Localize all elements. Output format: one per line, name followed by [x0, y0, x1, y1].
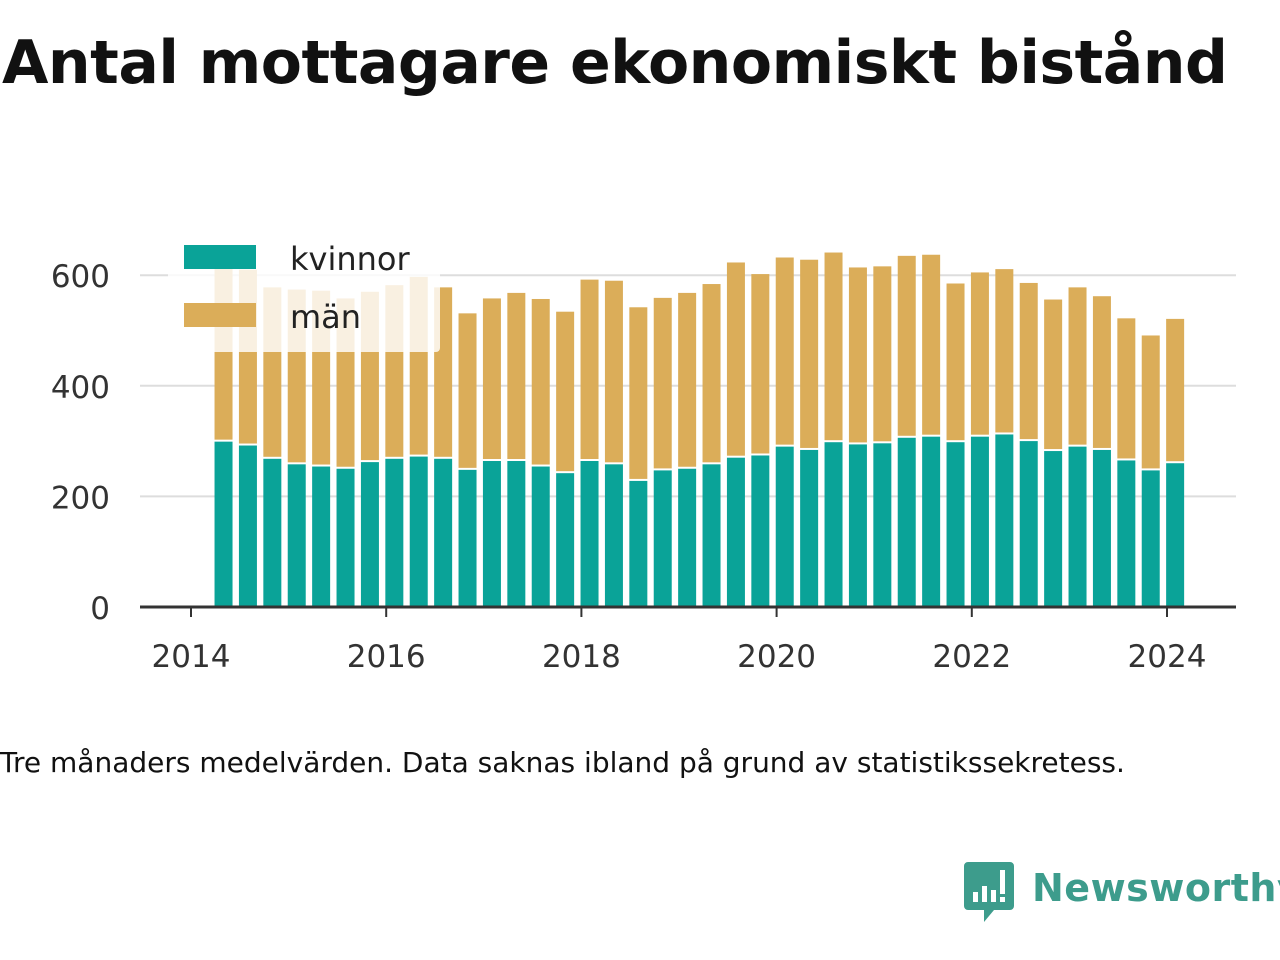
brand-name: Newsworthy [1032, 866, 1280, 910]
bar-kvinnor [1068, 446, 1087, 607]
bar-kvinnor [336, 468, 355, 607]
bar-kvinnor [922, 436, 941, 607]
bar-man [848, 267, 867, 443]
bar-kvinnor [238, 445, 257, 607]
bar-kvinnor [653, 470, 672, 607]
bar-man [604, 280, 623, 463]
bar-kvinnor [312, 466, 331, 607]
bar-man [1068, 287, 1087, 445]
bar-man [1044, 299, 1063, 450]
bar-man [531, 298, 550, 465]
bar-man [1117, 318, 1136, 459]
bar-man [995, 269, 1014, 433]
bar-man [1019, 282, 1038, 440]
y-tick-label: 600 [51, 259, 110, 295]
bar-kvinnor [531, 466, 550, 607]
bar-kvinnor [1044, 451, 1063, 607]
legend[interactable]: kvinnor män [168, 232, 440, 352]
bar-man [653, 297, 672, 469]
bar-man [458, 313, 477, 468]
bar-kvinnor [360, 462, 379, 607]
bar-man [1166, 318, 1185, 462]
bar-man [629, 307, 648, 479]
newsworthy-logo-icon [964, 862, 1014, 922]
bar-kvinnor [604, 464, 623, 607]
bar-man [775, 257, 794, 445]
bar-kvinnor [1141, 470, 1160, 607]
bar-kvinnor [434, 458, 453, 607]
x-tick-label: 2016 [347, 639, 426, 675]
bar-kvinnor [482, 461, 501, 607]
bar-kvinnor [970, 436, 989, 607]
x-tick-label: 2020 [737, 639, 816, 675]
bar-man [873, 266, 892, 442]
bar-kvinnor [726, 457, 745, 607]
bar-man [482, 298, 501, 460]
y-tick-label: 0 [90, 591, 110, 627]
legend-label-man: män [290, 298, 361, 336]
bar-kvinnor [1092, 449, 1111, 607]
bar-kvinnor [385, 458, 404, 607]
y-tick-label: 400 [51, 370, 110, 406]
bar-kvinnor [824, 442, 843, 607]
bar-kvinnor [507, 461, 526, 607]
bar-man [946, 283, 965, 441]
chart-footnote: Tre månaders medelvärden. Data saknas ib… [0, 746, 1125, 779]
bar-man [751, 274, 770, 454]
brand-logo[interactable]: Newsworthy [964, 862, 1280, 924]
bar-man [922, 254, 941, 435]
bar-kvinnor [897, 437, 916, 607]
bar-man [556, 311, 575, 472]
bar-kvinnor [1166, 463, 1185, 607]
bar-man [1092, 296, 1111, 448]
x-tick-label: 2014 [152, 639, 231, 675]
bar-kvinnor [580, 461, 599, 607]
bar-kvinnor [556, 473, 575, 607]
bar-man [970, 272, 989, 435]
legend-swatch-man [184, 303, 256, 327]
x-axis-ticks: 2014 2016 2018 2020 2022 2024 [152, 607, 1207, 675]
bar-kvinnor [629, 480, 648, 607]
bar-kvinnor [995, 434, 1014, 607]
bar-man [1141, 335, 1160, 469]
bar-kvinnor [1117, 460, 1136, 607]
bar-man [800, 259, 819, 448]
bar-kvinnor [678, 468, 697, 607]
bar-kvinnor [214, 441, 233, 607]
bars [214, 252, 1185, 607]
bar-man [678, 292, 697, 467]
bar-kvinnor [458, 469, 477, 607]
bar-man [702, 284, 721, 463]
x-tick-label: 2022 [932, 639, 1011, 675]
bar-kvinnor [848, 444, 867, 607]
legend-swatch-kvinnor [184, 245, 256, 269]
chart-title: Antal mottagare ekonomiskt bistånd [2, 28, 1228, 98]
legend-label-kvinnor: kvinnor [290, 240, 411, 278]
bar-kvinnor [946, 442, 965, 607]
bar-kvinnor [1019, 441, 1038, 607]
bar-man [824, 252, 843, 441]
y-axis-ticks: 0 200 400 600 [51, 259, 110, 627]
bar-kvinnor [775, 446, 794, 607]
bar-kvinnor [751, 455, 770, 607]
bar-kvinnor [702, 464, 721, 607]
bar-kvinnor [873, 443, 892, 607]
bar-man [897, 255, 916, 436]
x-tick-label: 2018 [542, 639, 621, 675]
stacked-bar-chart: 0 200 400 600 2014 2016 2018 2020 2022 2024 kvin… [50, 232, 1236, 675]
bar-man [726, 262, 745, 456]
bar-man [580, 279, 599, 460]
y-tick-label: 200 [51, 480, 110, 516]
bar-kvinnor [287, 464, 306, 607]
bar-man [507, 292, 526, 460]
bar-kvinnor [263, 458, 282, 607]
bar-kvinnor [409, 456, 428, 607]
bar-kvinnor [800, 449, 819, 607]
x-tick-label: 2024 [1128, 639, 1207, 675]
